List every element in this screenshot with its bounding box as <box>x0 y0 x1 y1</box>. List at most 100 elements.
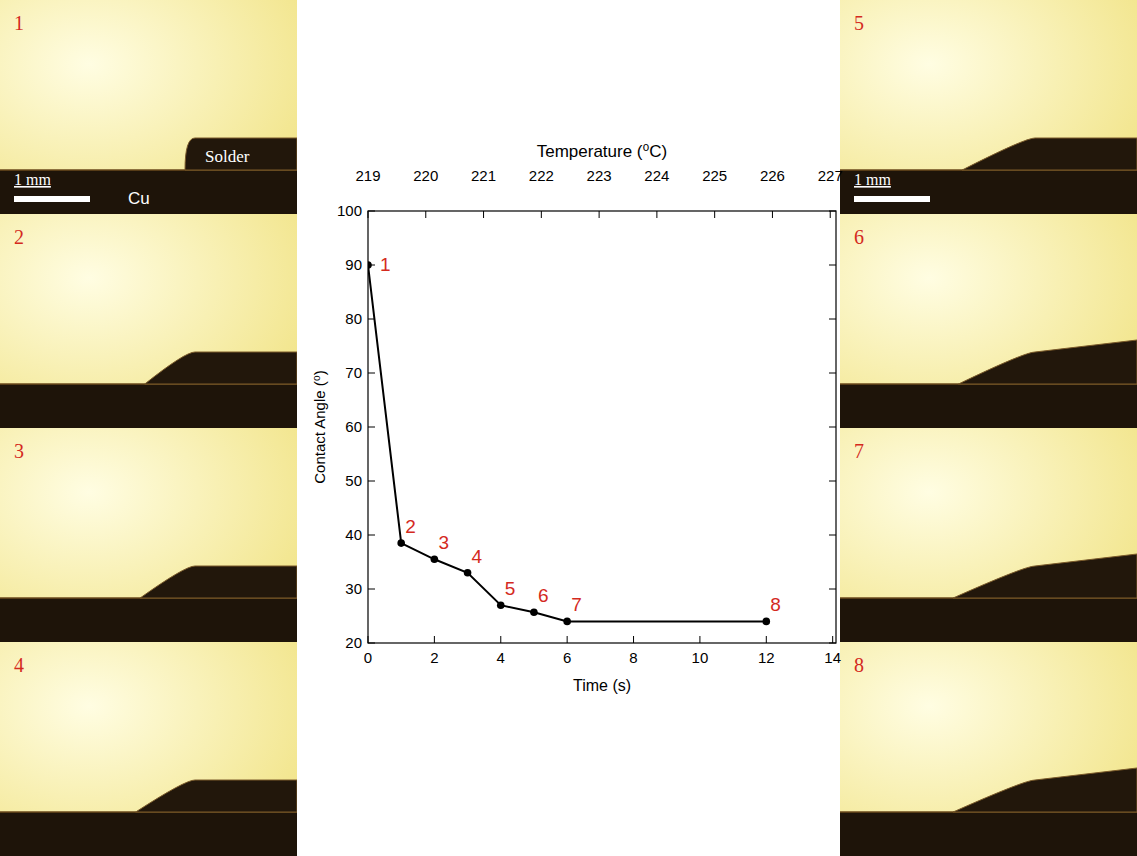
y-tick-label: 60 <box>345 418 362 435</box>
point-label: 1 <box>380 254 391 275</box>
copper-substrate <box>840 598 1137 642</box>
copper-substrate <box>0 812 297 856</box>
x-tick <box>832 636 833 643</box>
photo-panel: 6 <box>840 214 1137 428</box>
photo-background <box>840 214 1137 428</box>
solder-profile <box>953 768 1137 812</box>
data-marker <box>497 601 505 609</box>
y-tick-label: 30 <box>345 580 362 597</box>
photo-background <box>0 0 297 214</box>
x-tick <box>434 636 435 643</box>
y-axis-title: Contact Angle (⁰) <box>311 370 328 484</box>
solder-profile <box>136 780 297 812</box>
chart: 2030405060708090100024681012142192202212… <box>311 142 843 694</box>
point-label: 4 <box>472 546 483 567</box>
copper-substrate <box>840 812 1137 856</box>
y-tick <box>829 481 836 482</box>
photo-background <box>0 428 297 642</box>
point-label: 7 <box>571 594 582 615</box>
x2-tick <box>425 211 426 218</box>
data-line <box>368 265 766 621</box>
x2-tick <box>714 211 715 218</box>
x2-tick-label: 220 <box>413 167 438 184</box>
x2-tick <box>772 211 773 218</box>
y-tick <box>829 535 836 536</box>
copper-substrate <box>0 170 297 214</box>
y-tick <box>829 265 836 266</box>
panel-number: 1 <box>14 12 24 34</box>
y-tick <box>368 373 375 374</box>
photo-background <box>840 642 1137 856</box>
photo-content <box>840 0 1137 214</box>
y-tick <box>829 319 836 320</box>
y-tick-label: 20 <box>345 634 362 651</box>
x2-tick-label: 227 <box>818 167 843 184</box>
figure: 11 mmSolderCu23451 mm6782030405060708090… <box>0 0 1137 856</box>
x2-tick-label: 223 <box>587 167 612 184</box>
photo-background <box>0 214 297 428</box>
x2-tick <box>830 211 831 218</box>
data-marker <box>397 539 405 547</box>
x-tick-label: 10 <box>692 649 709 666</box>
x-tick-label: 14 <box>824 649 841 666</box>
x2-tick <box>599 211 600 218</box>
point-label: 5 <box>505 578 516 599</box>
data-marker <box>762 618 770 626</box>
solder-profile <box>145 352 297 384</box>
x-tick <box>699 636 700 643</box>
y-tick-label: 90 <box>345 256 362 273</box>
x2-tick <box>483 211 484 218</box>
y-tick-label: 80 <box>345 310 362 327</box>
scale-bar <box>854 196 930 202</box>
y-tick <box>829 373 836 374</box>
copper-substrate <box>0 384 297 428</box>
photo-background <box>840 428 1137 642</box>
y-tick <box>368 535 375 536</box>
panel-number: 7 <box>854 440 864 462</box>
substrate-label: Cu <box>128 189 150 208</box>
solder-profile <box>140 566 297 598</box>
solder-profile <box>959 340 1137 384</box>
x2-tick-label: 221 <box>471 167 496 184</box>
scale-bar-label: 1 mm <box>14 171 51 188</box>
y-tick-label: 40 <box>345 526 362 543</box>
data-marker <box>464 569 472 577</box>
photo-panel: 3 <box>0 428 297 642</box>
photo-panel: 4 <box>0 642 297 856</box>
data-group <box>368 261 770 625</box>
plot-frame <box>368 211 836 643</box>
y-tick <box>368 211 375 212</box>
photo-content <box>840 642 1137 856</box>
y-tick <box>368 427 375 428</box>
copper-substrate <box>0 598 297 642</box>
data-marker <box>368 261 372 269</box>
photo-content <box>0 0 297 214</box>
photo-content <box>0 642 297 856</box>
scale-bar-label: 1 mm <box>854 171 891 188</box>
solder-profile <box>185 138 297 170</box>
photo-panel: 8 <box>840 642 1137 856</box>
x-axis-title: Time (s) <box>573 677 631 694</box>
point-label: 8 <box>770 594 781 615</box>
photo-background <box>0 642 297 856</box>
y-tick-label: 100 <box>337 202 362 219</box>
x2-tick-label: 224 <box>644 167 669 184</box>
copper-substrate <box>840 384 1137 428</box>
y-tick <box>368 643 375 644</box>
photo-panel: 51 mm <box>840 0 1137 214</box>
photo-content <box>0 214 297 428</box>
x-tick <box>766 636 767 643</box>
copper-substrate <box>840 170 1137 214</box>
solder-profile <box>962 138 1137 170</box>
x-tick-label: 6 <box>563 649 571 666</box>
point-label: 3 <box>438 532 449 553</box>
x-tick-label: 2 <box>430 649 438 666</box>
x2-tick-label: 225 <box>702 167 727 184</box>
data-marker <box>530 608 538 616</box>
photo-panel: 7 <box>840 428 1137 642</box>
x2-tick-label: 226 <box>760 167 785 184</box>
panel-number: 6 <box>854 226 864 248</box>
x-tick-label: 4 <box>497 649 505 666</box>
x-tick-label: 8 <box>629 649 637 666</box>
x-tick <box>567 636 568 643</box>
